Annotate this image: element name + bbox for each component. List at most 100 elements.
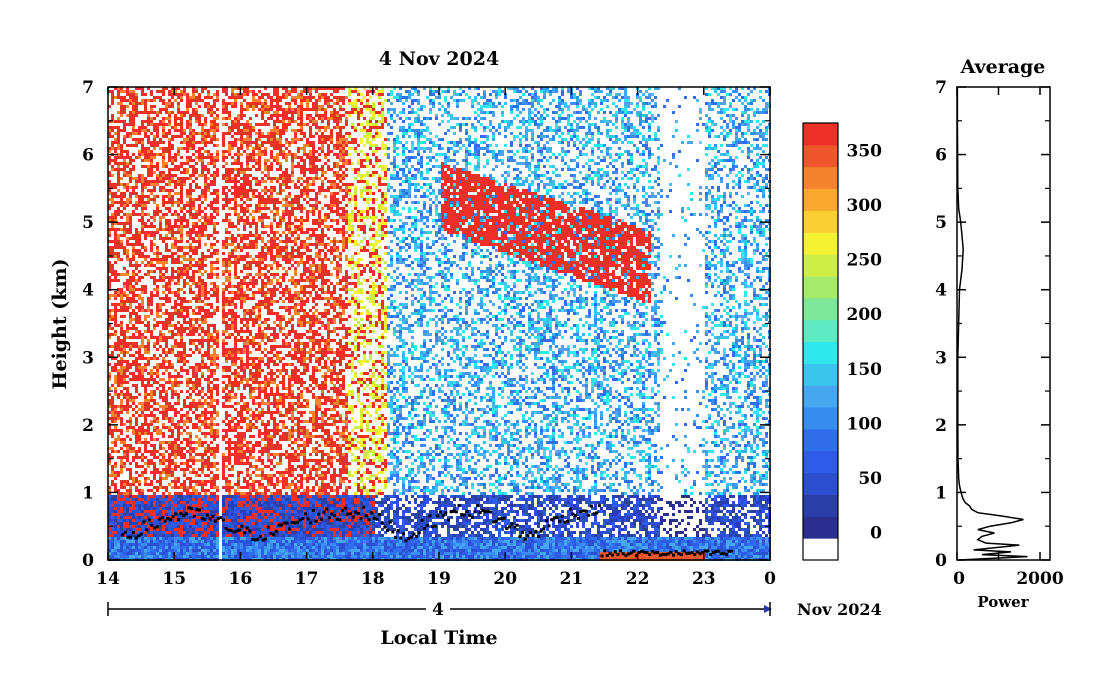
heatmap-cell: [129, 462, 132, 465]
heatmap-cell: [120, 156, 123, 159]
heatmap-cell: [159, 225, 162, 228]
heatmap-cell: [240, 129, 243, 132]
heatmap-cell: [165, 249, 168, 252]
heatmap-cell: [249, 387, 252, 390]
heatmap-cell: [117, 294, 120, 297]
heatmap-cell: [135, 477, 138, 480]
heatmap-cell: [111, 192, 114, 195]
heatmap-cell: [237, 228, 240, 231]
heatmap-cell: [243, 495, 246, 498]
heatmap-cell: [165, 207, 168, 210]
heatmap-cell: [171, 306, 174, 309]
heatmap-cell: [252, 450, 255, 453]
heatmap-cell: [153, 390, 156, 393]
heatmap-cell: [168, 546, 171, 549]
heatmap-cell: [198, 426, 201, 429]
heatmap-cell: [243, 168, 246, 171]
heatmap-cell: [162, 174, 165, 177]
heatmap-cell: [144, 237, 147, 240]
heatmap-cell: [198, 507, 201, 510]
heatmap-cell: [132, 396, 135, 399]
heatmap-cell: [150, 189, 153, 192]
heatmap-cell: [177, 357, 180, 360]
heatmap-cell: [120, 408, 123, 411]
heatmap-cell: [135, 264, 138, 267]
heatmap-cell: [213, 291, 216, 294]
heatmap-cell: [120, 483, 123, 486]
heatmap-cell: [153, 153, 156, 156]
heatmap-cell: [165, 243, 168, 246]
heatmap-cell: [234, 102, 237, 105]
heatmap-cell: [249, 246, 252, 249]
heatmap-cell: [237, 444, 240, 447]
heatmap-cell: [162, 459, 165, 462]
heatmap-cell: [204, 87, 207, 90]
heatmap-cell: [150, 357, 153, 360]
heatmap-cell: [144, 288, 147, 291]
heatmap-cell: [234, 378, 237, 381]
heatmap-cell: [111, 93, 114, 96]
heatmap-cell: [225, 480, 228, 483]
heatmap-cell: [174, 261, 177, 264]
heatmap-cell: [138, 372, 141, 375]
heatmap-cell: [141, 552, 144, 555]
heatmap-cell: [240, 216, 243, 219]
heatmap-cell: [207, 345, 210, 348]
heatmap-cell: [243, 330, 246, 333]
heatmap-cell: [117, 189, 120, 192]
heatmap-cell: [120, 327, 123, 330]
heatmap-cell: [141, 459, 144, 462]
heatmap-cell: [174, 90, 177, 93]
heatmap-cell: [129, 276, 132, 279]
heatmap-cell: [201, 318, 204, 321]
heatmap-cell: [123, 222, 126, 225]
heatmap-cell: [186, 222, 189, 225]
heatmap-cell: [234, 117, 237, 120]
heatmap-cell: [180, 156, 183, 159]
heatmap-cell: [234, 294, 237, 297]
heatmap-cell: [246, 501, 249, 504]
heatmap-cell: [108, 294, 111, 297]
heatmap-cell: [192, 114, 195, 117]
heatmap-cell: [213, 378, 216, 381]
heatmap-cell: [165, 183, 168, 186]
heatmap-cell: [195, 375, 198, 378]
heatmap-cell: [135, 489, 138, 492]
heatmap-cell: [156, 342, 159, 345]
heatmap-cell: [162, 324, 165, 327]
heatmap-cell: [150, 165, 153, 168]
heatmap-cell: [126, 309, 129, 312]
heatmap-cell: [243, 138, 246, 141]
heatmap-cell: [156, 174, 159, 177]
heatmap-cell: [246, 417, 249, 420]
heatmap-cell: [246, 159, 249, 162]
heatmap-cell: [216, 306, 219, 309]
heatmap-cell: [165, 360, 168, 363]
heatmap-cell: [213, 531, 216, 534]
heatmap-cell: [141, 492, 144, 495]
heatmap-cell: [177, 321, 180, 324]
heatmap-cell: [252, 153, 255, 156]
heatmap-cell: [210, 495, 213, 498]
heatmap-cell: [249, 351, 252, 354]
heatmap-cell: [171, 93, 174, 96]
heatmap-cell: [234, 240, 237, 243]
heatmap-cell: [234, 132, 237, 135]
heatmap-cell: [240, 141, 243, 144]
heatmap-cell: [216, 90, 219, 93]
heatmap-cell: [222, 156, 225, 159]
heatmap-cell: [177, 354, 180, 357]
heatmap-cell: [225, 132, 228, 135]
heatmap-cell: [240, 186, 243, 189]
heatmap-cell: [201, 231, 204, 234]
heatmap-cell: [180, 447, 183, 450]
heatmap-cell: [150, 123, 153, 126]
heatmap-cell: [246, 531, 249, 534]
heatmap-cell: [240, 396, 243, 399]
heatmap-cell: [159, 189, 162, 192]
heatmap-cell: [174, 291, 177, 294]
heatmap-cell: [144, 309, 147, 312]
heatmap-cell: [237, 486, 240, 489]
heatmap-cell: [168, 534, 171, 537]
heatmap-cell: [243, 546, 246, 549]
